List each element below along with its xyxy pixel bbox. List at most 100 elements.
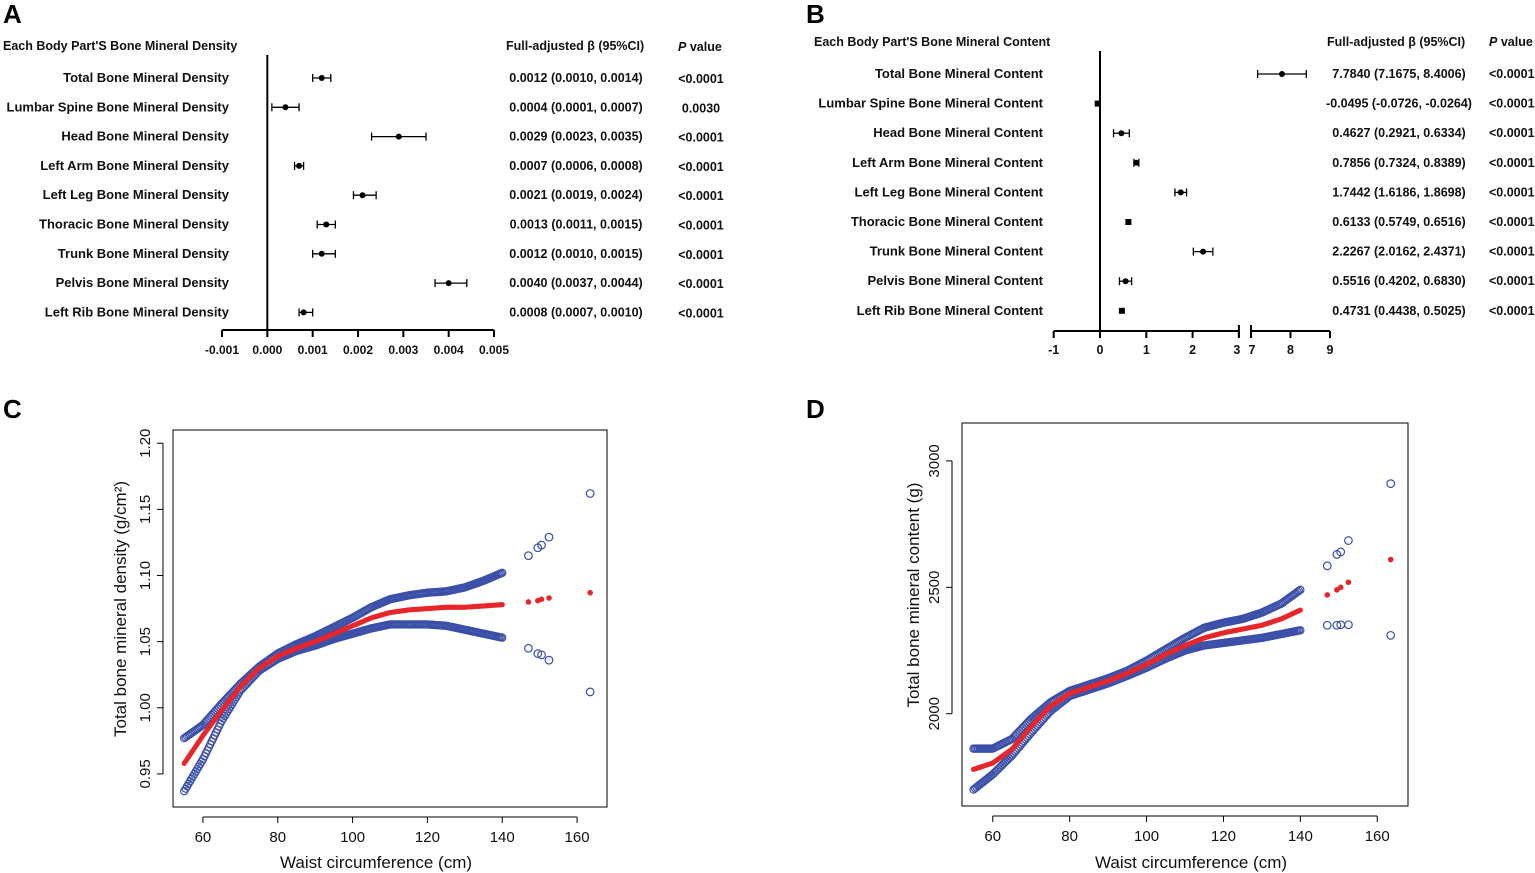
- plot-c-lower-ci-outlier: [585, 687, 595, 697]
- forest-plot-b: -1 0 1 2 3 7 8 9 Total Bone Mineral Content 7.784…: [818, 51, 1535, 357]
- forest-b-tick-label: 0: [1097, 343, 1104, 357]
- forest-a-ci-text: 0.0021 (0.0019, 0.0024): [509, 188, 642, 202]
- plot-c-ylabel: Total bone mineral density (g/cm²): [111, 481, 130, 737]
- forest-b-row-label: Head Bone Mineral Content: [873, 125, 1043, 140]
- plot-c-upper-ci-outlier: [524, 551, 533, 561]
- plot-c-upper-ci-point: [197, 721, 206, 731]
- forest-a-p-value: <0.0001: [678, 131, 724, 145]
- plot-c-xlabel: Waist circumference (cm): [280, 853, 472, 872]
- plot-d-fit-outlier: [1387, 556, 1394, 563]
- plot-d-lower-ci-outlier: [1322, 620, 1332, 630]
- forest-b-point: [1118, 130, 1125, 137]
- plot-c-x-tick-label: 160: [565, 829, 590, 846]
- forest-b-p-value: <0.0001: [1489, 185, 1535, 199]
- forest-a-ci-text: 0.0004 (0.0001, 0.0007): [509, 100, 642, 114]
- plot-c-upper-ci-point: [498, 568, 507, 578]
- forest-a-point: [359, 192, 366, 199]
- forest-b-p-header: P value: [1489, 35, 1533, 49]
- plot-d-fit-outlier: [1345, 579, 1352, 586]
- forest-b-beta-header: Full-adjusted β (95%CI): [1327, 35, 1465, 49]
- forest-a-p-value: <0.0001: [678, 189, 724, 203]
- forest-b-p-value: <0.0001: [1489, 126, 1535, 140]
- plot-c-y-tick-label: 1.05: [137, 627, 154, 656]
- forest-b-point: [1278, 71, 1285, 77]
- forest-a-ci-text: 0.0007 (0.0006, 0.0008): [509, 159, 642, 173]
- forest-b-row-label: Left Rib Bone Mineral Content: [857, 303, 1044, 318]
- forest-a-point: [300, 309, 307, 316]
- forest-a-ci-text: 0.0013 (0.0011, 0.0015): [510, 218, 643, 232]
- forest-a-point: [323, 221, 330, 228]
- forest-a-ci-text: 0.0012 (0.0010, 0.0015): [509, 247, 642, 261]
- forest-b-ci-text: 2.2267 (2.0162, 2.4371): [1332, 245, 1465, 259]
- forest-a-p-value: 0.0030: [682, 101, 720, 115]
- forest-b-tick-label: 3: [1233, 343, 1240, 357]
- forest-b-row-label: Lumbar Spine Bone Mineral Content: [818, 96, 1043, 111]
- plot-c-x-tick-label: 120: [415, 829, 440, 846]
- forest-a-p-value: <0.0001: [678, 72, 724, 86]
- forest-b-ci-text: -0.0495 (-0.0726, -0.0264): [1326, 97, 1472, 111]
- plot-d-x-tick-label: 100: [1134, 828, 1159, 845]
- plot-c-lower-ci-outlier: [533, 649, 543, 658]
- forest-a-p-value: <0.0001: [678, 160, 724, 174]
- forest-b-p-value: <0.0001: [1489, 274, 1535, 288]
- forest-a-p-value: <0.0001: [678, 306, 724, 320]
- forest-b-row-label: Left Leg Bone Mineral Content: [855, 184, 1044, 199]
- plot-c-y-tick-label: 1.10: [137, 561, 154, 590]
- plot-c-lower-ci-outlier: [544, 655, 554, 665]
- panel-label-a: A: [3, 0, 22, 29]
- forest-a-ci-text: 0.0012 (0.0010, 0.0014): [509, 71, 642, 85]
- forest-b-point: [1125, 219, 1132, 225]
- forest-a-row-label: Left Rib Bone Mineral Density: [45, 304, 230, 319]
- forest-a-tick-label: 0.005: [479, 343, 509, 357]
- forest-b-p-value: <0.0001: [1489, 245, 1535, 259]
- forest-b-ci-text: 0.5516 (0.4202, 0.6830): [1332, 274, 1465, 288]
- plot-d-y-tick-label: 2500: [926, 571, 943, 604]
- plot-d-frame: [961, 422, 1409, 807]
- scatter-plot-c: 60 80 100 120 140 160 0.95 1.00 1.05 1.10 1.15 1.20: [137, 429, 595, 846]
- plot-d-lower-ci-point: [1296, 626, 1305, 635]
- forest-a-row-label: Pelvis Bone Mineral Density: [56, 275, 230, 290]
- plot-d-x-tick-label: 80: [1061, 828, 1078, 845]
- plot-d-lower-ci-outlier: [1332, 620, 1342, 630]
- forest-b-p-value: <0.0001: [1489, 215, 1535, 229]
- forest-b-ci-text: 7.7840 (7.1675, 8.4006): [1332, 67, 1465, 81]
- forest-b-point: [1133, 159, 1140, 166]
- forest-b-title: Each Body Part'S Bone Mineral Content: [814, 35, 1051, 49]
- plot-d-y-tick-label: 2000: [926, 697, 943, 730]
- plot-d-fit-outlier: [1337, 584, 1344, 591]
- forest-a-tick-label: 0.003: [388, 343, 418, 357]
- plot-c-frame: [172, 429, 608, 808]
- plot-d-x-tick-label: 120: [1211, 828, 1236, 845]
- scatter-plot-d: 60 80 100 120 140 160 2000 2500 3000: [926, 444, 1396, 845]
- forest-a-tick-label: -0.001: [205, 343, 239, 357]
- forest-a-p-value: <0.0001: [678, 277, 724, 291]
- plot-d-upper-ci-outlier: [1344, 536, 1353, 545]
- forest-a-row-label: Thoracic Bone Mineral Density: [39, 217, 230, 232]
- plot-c-upper-ci-outlier: [585, 489, 595, 498]
- plot-d-x-tick-label: 60: [984, 828, 1001, 845]
- forest-b-p-value: <0.0001: [1489, 97, 1535, 111]
- plot-c-fit-outlier: [546, 595, 552, 601]
- plot-d-upper-ci-outlier: [1322, 561, 1332, 571]
- plot-c-fit-outlier: [538, 596, 545, 603]
- forest-a-row-label: Left Leg Bone Mineral Density: [43, 187, 230, 202]
- forest-b-row-label: Pelvis Bone Mineral Content: [867, 273, 1043, 288]
- forest-b-row-label: Trunk Bone Mineral Content: [870, 244, 1044, 259]
- plot-d-ylabel: Total bone mineral content (g): [904, 483, 923, 708]
- forest-b-row-label: Left Arm Bone Mineral Content: [852, 155, 1044, 170]
- forest-a-ci-text: 0.0040 (0.0037, 0.0044): [509, 276, 642, 290]
- forest-b-p-value: <0.0001: [1489, 156, 1535, 170]
- forest-b-tick-label: 1: [1143, 343, 1150, 357]
- forest-a-point: [318, 75, 325, 81]
- plot-c-y-tick-label: 1.15: [137, 495, 154, 524]
- forest-b-p-value: <0.0001: [1489, 304, 1535, 318]
- plot-c-lower-ci-outlier: [524, 643, 533, 653]
- plot-c-y-tick-label: 0.95: [137, 759, 154, 788]
- plot-d-lower-ci-outlier: [1386, 630, 1396, 640]
- plot-d-y-tick-label: 3000: [926, 444, 943, 477]
- forest-b-p-value: <0.0001: [1489, 67, 1535, 81]
- panel-label-c: C: [3, 394, 22, 424]
- forest-b-tick-label: 7: [1249, 343, 1256, 357]
- forest-a-tick-label: 0.004: [434, 343, 464, 357]
